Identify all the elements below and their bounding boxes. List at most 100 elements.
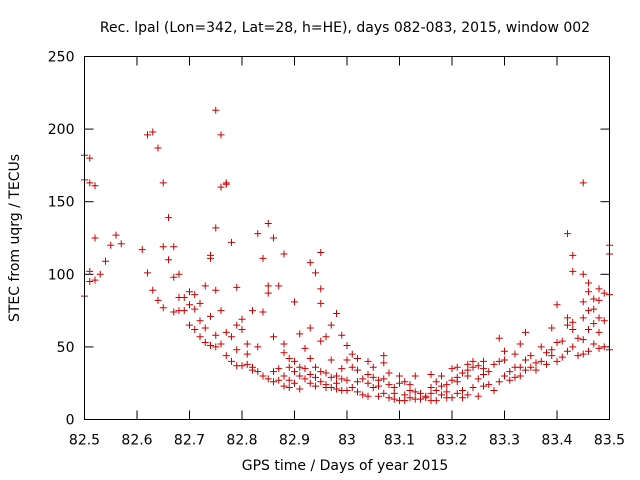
data-point — [343, 356, 351, 364]
data-point — [495, 357, 503, 365]
data-point — [228, 357, 235, 365]
data-point — [569, 318, 577, 326]
y-tick-label: 150 — [48, 195, 75, 211]
data-point — [270, 368, 277, 376]
x-axis: 82.5 82.6 82.7 82.8 82.9 83 83.1 83.2 83.3 83.4 83… — [69, 56, 625, 449]
data-point — [264, 282, 272, 290]
data-point — [579, 350, 587, 358]
data-point — [590, 305, 598, 313]
x-tick-label: 82.6 — [121, 433, 152, 449]
y-axis-label: STEC from uqrg / TECUs — [7, 154, 23, 322]
data-point — [469, 363, 477, 371]
data-point — [401, 397, 409, 405]
data-point — [585, 347, 592, 355]
data-point — [364, 370, 372, 378]
data-point — [333, 310, 340, 318]
data-point — [453, 378, 461, 386]
data-point — [553, 357, 561, 365]
data-point — [401, 378, 409, 386]
data-point — [579, 298, 587, 306]
data-point — [191, 305, 199, 313]
data-point — [217, 340, 225, 348]
data-point — [354, 388, 361, 396]
data-point — [306, 355, 314, 363]
data-point — [165, 214, 172, 222]
data-point — [438, 372, 445, 380]
data-point — [280, 372, 288, 380]
data-point — [186, 321, 193, 329]
data-point — [338, 375, 346, 383]
data-point — [165, 256, 172, 264]
data-point — [317, 378, 325, 386]
data-point — [249, 307, 256, 315]
data-point — [453, 363, 461, 371]
data-point — [448, 376, 456, 384]
data-point — [196, 317, 204, 325]
data-point — [327, 321, 335, 329]
data-point — [553, 339, 561, 347]
data-point — [333, 372, 340, 380]
data-point — [327, 384, 335, 392]
data-point — [285, 384, 293, 392]
data-point — [280, 340, 288, 348]
data-point — [159, 304, 167, 312]
data-point — [590, 340, 598, 348]
data-point — [590, 295, 598, 303]
data-point — [306, 379, 314, 387]
data-point — [317, 337, 325, 345]
data-point — [411, 388, 419, 396]
data-point — [532, 366, 540, 374]
data-point — [574, 352, 582, 360]
data-point — [196, 333, 204, 341]
data-point — [86, 179, 94, 187]
data-point — [91, 234, 99, 242]
data-point — [254, 230, 262, 238]
data-point — [548, 324, 556, 332]
data-point — [348, 363, 356, 371]
data-point — [464, 372, 472, 380]
data-point — [569, 251, 577, 259]
y-tick-label: 200 — [48, 122, 75, 138]
data-point — [585, 288, 592, 296]
data-point — [490, 360, 498, 368]
data-point — [249, 366, 256, 374]
data-point — [516, 372, 524, 380]
data-point — [264, 219, 272, 227]
data-point — [537, 343, 545, 351]
data-point — [532, 359, 540, 367]
data-point — [422, 394, 430, 402]
data-point — [91, 276, 99, 284]
data-point — [301, 365, 309, 373]
data-point — [296, 363, 304, 371]
data-point — [380, 389, 388, 397]
x-tick-label: 82.8 — [226, 433, 257, 449]
data-point — [406, 394, 414, 402]
data-point — [600, 343, 608, 351]
y-axis: 0 50 100 150 200 250 — [48, 50, 610, 429]
data-point — [564, 314, 571, 322]
data-point — [306, 370, 314, 378]
data-point — [590, 320, 598, 328]
data-point — [144, 131, 151, 139]
data-point — [117, 240, 125, 248]
data-point — [432, 386, 440, 394]
data-point — [595, 314, 603, 322]
data-point — [380, 359, 388, 367]
data-point — [175, 270, 183, 278]
data-point — [275, 282, 283, 290]
data-point — [222, 328, 230, 336]
data-point — [317, 285, 325, 293]
x-tick-label: 83.3 — [489, 433, 520, 449]
data-point — [296, 330, 304, 338]
data-point — [338, 365, 346, 373]
data-point — [585, 325, 592, 333]
data-point — [201, 282, 209, 290]
data-point — [543, 360, 550, 368]
x-tick-label: 83.4 — [541, 433, 572, 449]
data-point — [327, 356, 335, 364]
data-point — [600, 317, 608, 325]
x-axis-label: GPS time / Days of year 2015 — [242, 458, 449, 474]
data-point — [159, 179, 167, 187]
data-point — [259, 308, 267, 316]
